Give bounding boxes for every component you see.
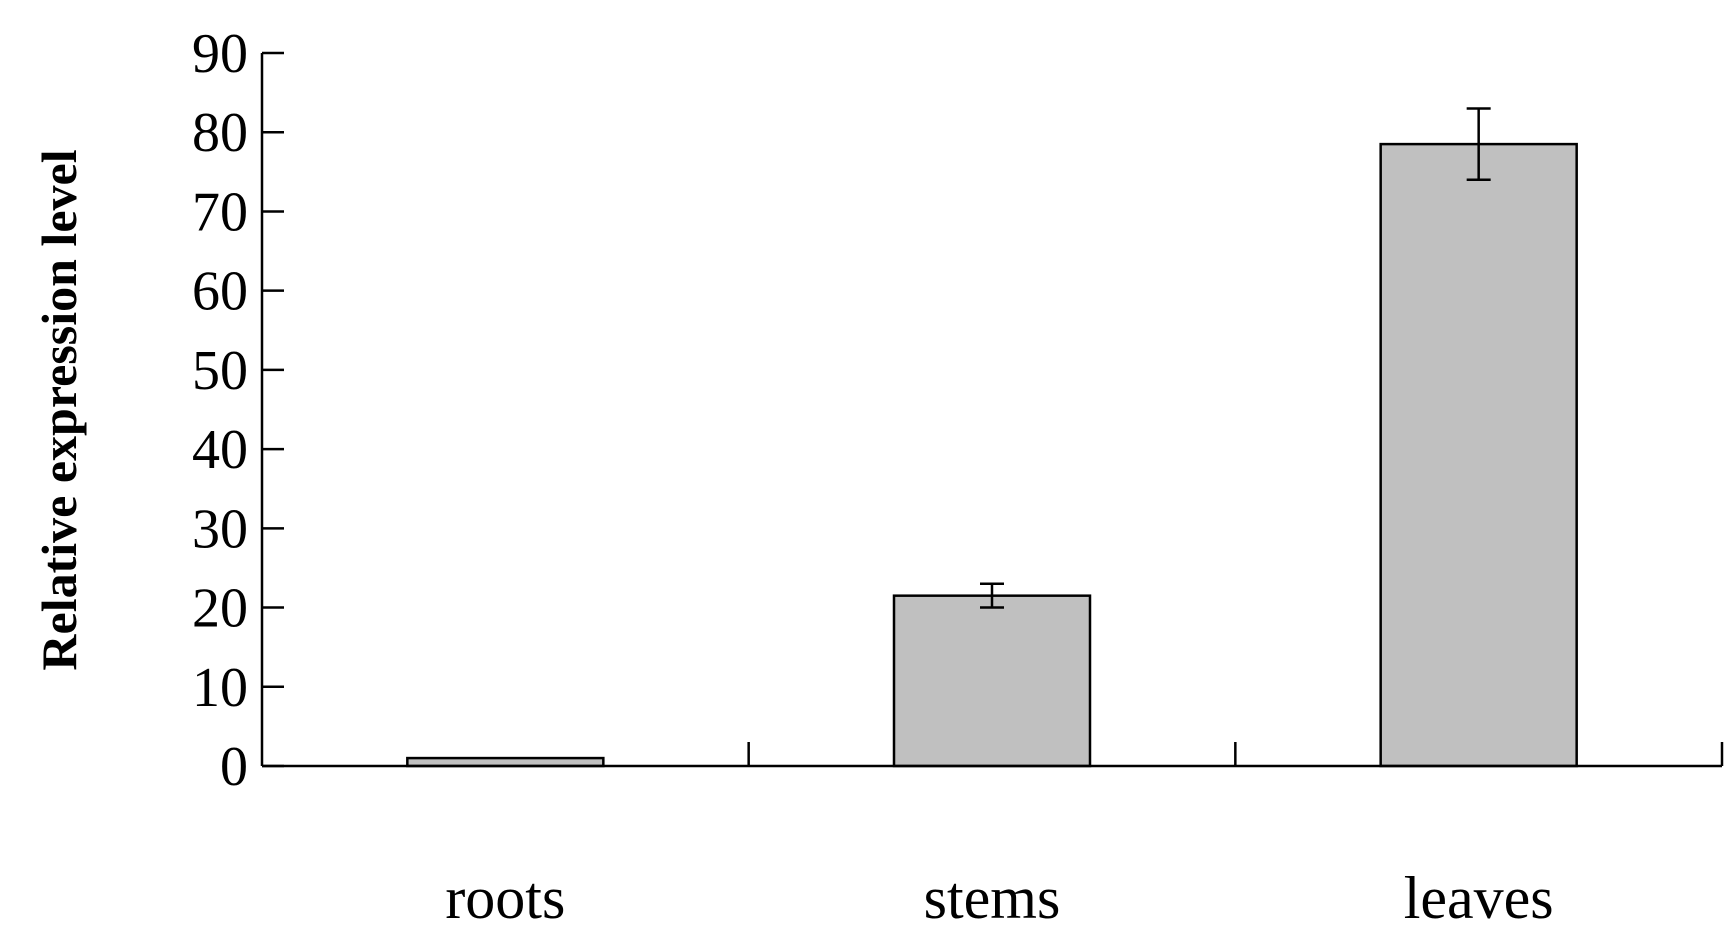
y-axis-title: Relative expression level (31, 149, 87, 670)
bar-leaves (1379, 142, 1578, 768)
x-labels-layer: roots stems leaves (445, 865, 1553, 931)
error-bars-layer (980, 107, 1491, 609)
x-tick-label-stems: stems (924, 865, 1061, 931)
y-ticks-layer: 0 10 20 30 40 50 60 70 80 90 (192, 23, 284, 798)
axes-layer (260, 53, 1724, 768)
y-tick-label-80: 80 (192, 102, 248, 164)
y-tick-label-10: 10 (192, 657, 248, 719)
y-tick-label-40: 40 (192, 419, 248, 481)
y-tick-label-30: 30 (192, 498, 248, 560)
y-tick-label-20: 20 (192, 578, 248, 640)
y-tick-label-0: 0 (220, 736, 248, 798)
bars-layer (406, 142, 1578, 768)
y-tick-label-70: 70 (192, 181, 248, 243)
x-tick-label-roots: roots (445, 865, 565, 931)
bar-stems (892, 594, 1092, 768)
y-tick-label-60: 60 (192, 261, 248, 323)
y-tick-label-90: 90 (192, 23, 248, 85)
y-tick-label-50: 50 (192, 340, 248, 402)
y-axis-title-group: Relative expression level (31, 149, 87, 670)
x-tick-label-leaves: leaves (1404, 865, 1554, 931)
